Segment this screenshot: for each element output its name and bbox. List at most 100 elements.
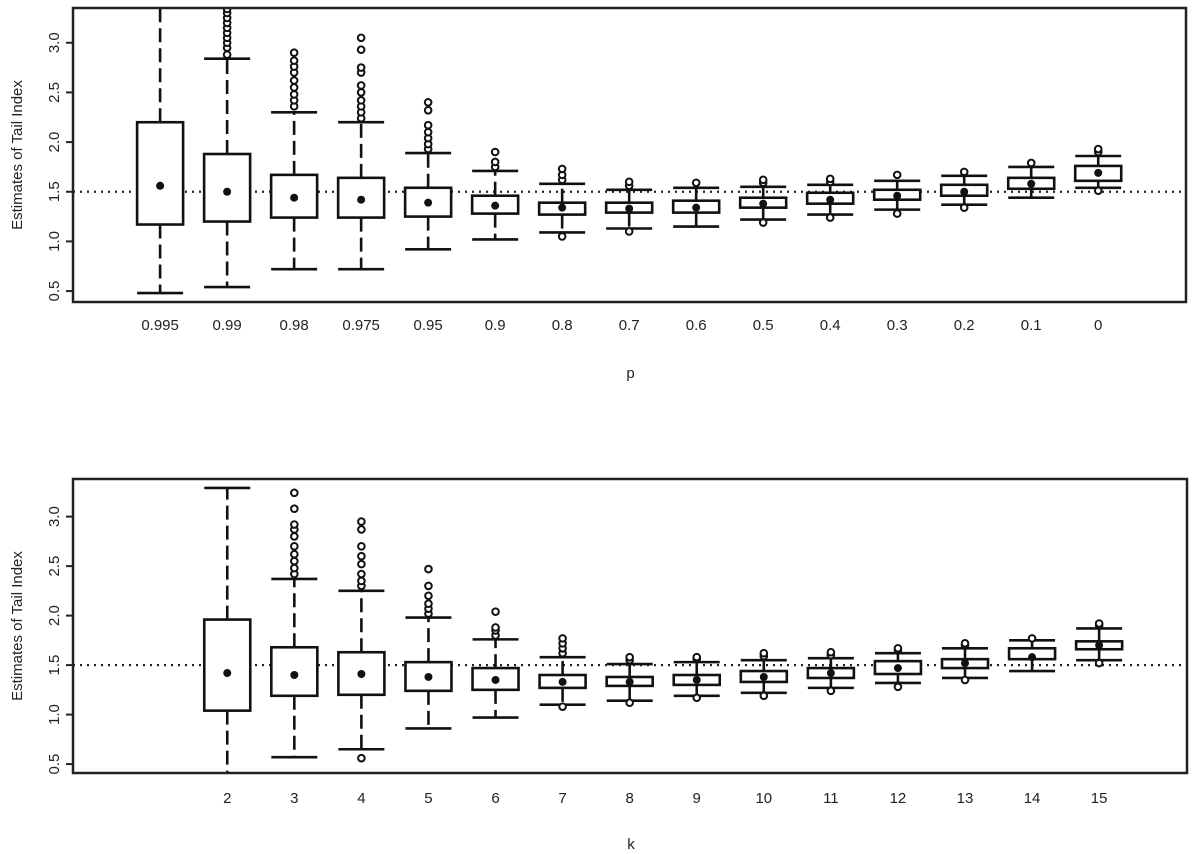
x-axis-title: k bbox=[627, 836, 635, 853]
center-point bbox=[625, 677, 634, 686]
y-tick-label: 0.5 bbox=[46, 281, 63, 302]
outlier-point bbox=[491, 607, 500, 616]
plot-area bbox=[73, 8, 1186, 295]
box-0.1 bbox=[1006, 158, 1056, 200]
box-13 bbox=[940, 639, 990, 685]
center-point bbox=[759, 672, 768, 681]
box-0 bbox=[1073, 144, 1123, 196]
center-point bbox=[558, 203, 567, 212]
outlier-point bbox=[826, 647, 836, 657]
x-tick-label: 10 bbox=[755, 790, 772, 807]
center-point bbox=[491, 201, 500, 210]
box-0.975 bbox=[336, 33, 386, 271]
outlier-point bbox=[558, 634, 567, 643]
x-tick-label: 0.99 bbox=[213, 317, 242, 334]
center-point bbox=[893, 664, 902, 673]
outlier-point bbox=[625, 698, 634, 708]
outlier-point bbox=[557, 232, 567, 241]
center-point bbox=[826, 669, 835, 678]
outlier-point bbox=[357, 525, 366, 534]
outlier-point bbox=[960, 675, 970, 685]
center-point bbox=[960, 187, 969, 196]
box-3 bbox=[270, 488, 319, 759]
y-tick-label: 1.5 bbox=[46, 655, 63, 676]
x-tick-label: 12 bbox=[890, 790, 907, 807]
outlier-point bbox=[357, 576, 366, 586]
outlier-point bbox=[423, 127, 433, 137]
outlier-point bbox=[290, 488, 299, 498]
x-tick-label: 0.7 bbox=[619, 317, 640, 334]
y-tick-label: 2.0 bbox=[46, 132, 63, 153]
x-tick-label: 0.995 bbox=[141, 317, 179, 334]
box-14 bbox=[1007, 634, 1057, 673]
box-10 bbox=[739, 648, 789, 701]
x-tick-label: 9 bbox=[693, 790, 701, 807]
outlier-point bbox=[692, 652, 702, 662]
box-0.4 bbox=[805, 174, 855, 222]
center-point bbox=[1027, 179, 1036, 188]
plot-frame bbox=[71, 477, 1189, 775]
outlier-point bbox=[356, 96, 366, 105]
box-0.8 bbox=[537, 164, 587, 241]
outlier-point bbox=[356, 88, 366, 97]
center-point bbox=[357, 670, 366, 679]
outlier-point bbox=[691, 178, 701, 188]
x-axis-title: p bbox=[626, 365, 634, 382]
center-point bbox=[357, 195, 366, 204]
outlier-point bbox=[357, 551, 366, 561]
outlier-point bbox=[424, 581, 433, 591]
outlier-point bbox=[1026, 158, 1036, 168]
box-0.98 bbox=[269, 48, 319, 271]
y-tick-label: 2.5 bbox=[46, 82, 63, 103]
box-0.995 bbox=[135, 8, 185, 295]
box-9 bbox=[672, 652, 722, 703]
outlier-point bbox=[759, 648, 769, 658]
outlier-point bbox=[357, 569, 366, 579]
outlier-point bbox=[825, 213, 835, 222]
outlier-point bbox=[1094, 619, 1104, 628]
y-tick-label: 1.0 bbox=[46, 704, 63, 725]
outlier-point bbox=[893, 643, 903, 653]
x-tick-label: 4 bbox=[357, 790, 365, 807]
x-tick-label: 0.9 bbox=[485, 317, 506, 334]
box-12 bbox=[873, 643, 923, 692]
center-point bbox=[558, 677, 567, 686]
outlier-point bbox=[356, 63, 366, 72]
outlier-point bbox=[624, 177, 634, 187]
x-tick-label: 0.4 bbox=[820, 317, 841, 334]
outlier-point bbox=[290, 532, 299, 541]
outlier-point bbox=[1027, 634, 1037, 643]
outlier-point bbox=[825, 174, 835, 184]
x-tick-label: 15 bbox=[1091, 790, 1108, 807]
x-tick-label: 0.95 bbox=[414, 317, 443, 334]
outlier-point bbox=[1093, 144, 1103, 154]
box-8 bbox=[605, 652, 654, 708]
center-point bbox=[692, 203, 701, 212]
x-tick-label: 0.6 bbox=[686, 317, 707, 334]
center-point bbox=[1095, 641, 1104, 650]
y-tick-label: 1.5 bbox=[46, 181, 63, 202]
x-tick-label: 7 bbox=[558, 790, 566, 807]
y-axis-title: Estimates of Tail Index bbox=[9, 551, 26, 701]
x-tick-label: 0.2 bbox=[954, 317, 975, 334]
center-point bbox=[961, 659, 970, 668]
box-0.2 bbox=[939, 167, 989, 212]
outlier-point bbox=[692, 693, 702, 703]
x-tick-label: 0.5 bbox=[753, 317, 774, 334]
x-tick-label: 11 bbox=[823, 790, 839, 807]
box-0.6 bbox=[671, 178, 721, 228]
outlier-point bbox=[290, 520, 299, 529]
x-tick-label: 0.98 bbox=[280, 317, 309, 334]
outlier-point bbox=[1094, 658, 1104, 668]
outlier-point bbox=[424, 591, 433, 601]
outlier-point bbox=[289, 83, 299, 92]
outlier-point bbox=[289, 76, 299, 85]
panel-p: 0.5 1.0 1.5 2.0 2.5 3.0 0.995 0.99 0.98 0.975 0.95… bbox=[9, 6, 1188, 382]
outlier-point bbox=[759, 691, 769, 701]
box-6 bbox=[471, 607, 520, 719]
outlier-point bbox=[423, 120, 433, 130]
outlier-point bbox=[892, 170, 902, 180]
y-tick-label: 0.5 bbox=[46, 754, 63, 775]
y-tick-label: 3.0 bbox=[46, 506, 63, 527]
box-0.7 bbox=[604, 177, 654, 236]
